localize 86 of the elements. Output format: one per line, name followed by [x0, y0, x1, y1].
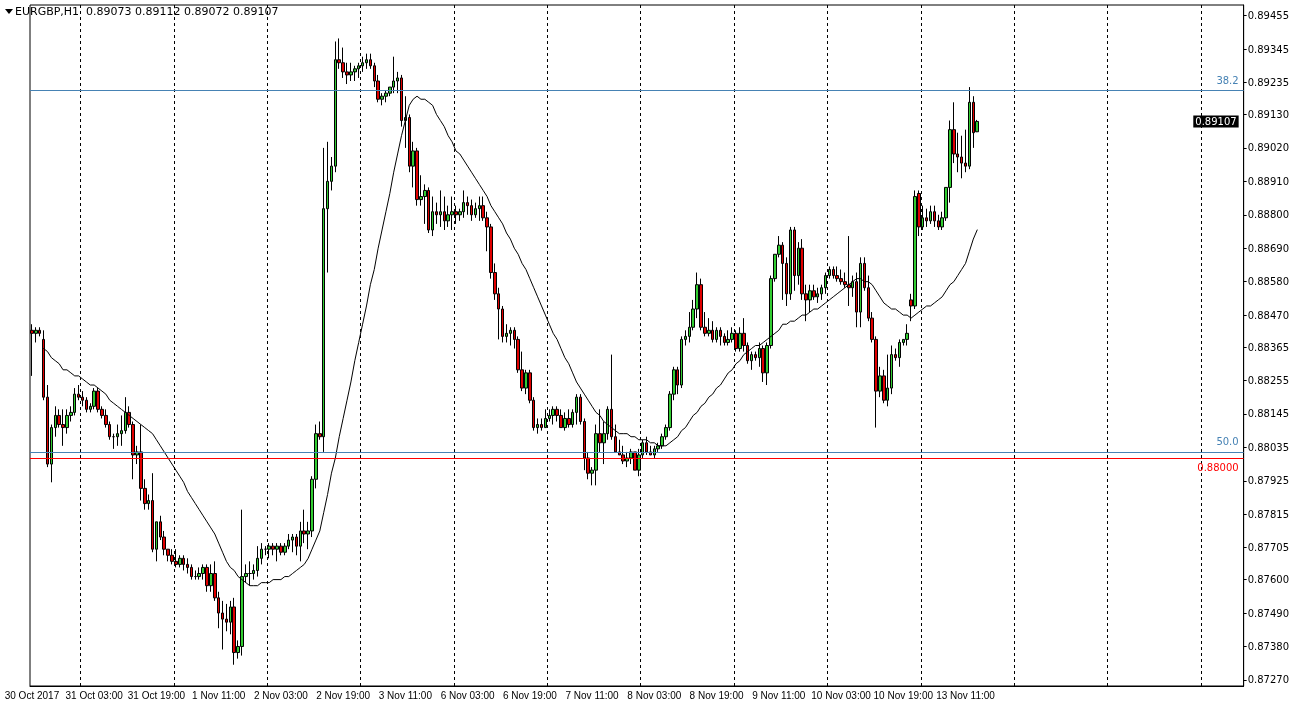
y-tick-label: 0.89345	[1247, 43, 1290, 55]
candlestick	[427, 186, 430, 234]
y-tick-label: 0.89130	[1247, 108, 1290, 120]
x-tick-label: 13 Nov 11:00	[936, 689, 996, 701]
candlestick	[968, 86, 971, 170]
y-tick-label: 0.87705	[1247, 542, 1290, 554]
candlestick	[832, 265, 835, 280]
candlestick	[256, 545, 259, 578]
candlestick	[645, 436, 648, 456]
candlestick	[726, 329, 730, 346]
candlestick	[509, 326, 512, 346]
y-tick-label: 0.88255	[1247, 374, 1290, 386]
candlestick	[61, 408, 65, 447]
y-tick-label: 0.87270	[1247, 674, 1290, 686]
y-tick-label: 0.88800	[1247, 209, 1290, 221]
chart-title: EURGBP,H1 0.89073 0.89112 0.89072 0.89107	[15, 5, 279, 18]
candlestick	[563, 411, 567, 432]
y-tick-label: 0.89235	[1247, 77, 1290, 89]
x-tick-label: 8 Nov 03:00	[627, 689, 682, 701]
x-tick-label: 6 Nov 19:00	[502, 689, 558, 701]
y-tick-label: 0.89020	[1247, 142, 1290, 154]
candlestick	[384, 89, 388, 103]
candlestick	[291, 533, 294, 553]
candlestick	[929, 205, 932, 225]
ref-line-label: 0.88000	[1197, 462, 1239, 474]
candlestick	[232, 597, 236, 666]
y-tick-label: 0.88580	[1247, 276, 1290, 288]
y-tick-label: 0.87925	[1247, 475, 1290, 487]
candlestick	[719, 326, 722, 346]
candlestick	[925, 208, 928, 228]
x-tick-label: 31 Oct 19:00	[127, 689, 186, 701]
x-tick-label: 10 Nov 19:00	[873, 689, 934, 701]
x-tick-label: 7 Nov 11:00	[565, 689, 620, 701]
candlestick	[365, 53, 368, 70]
candlestick	[761, 345, 765, 383]
y-tick-label: 0.88910	[1247, 175, 1290, 187]
y-tick-label: 0.87380	[1247, 640, 1290, 652]
candlestick	[439, 189, 442, 228]
candlestick	[559, 408, 563, 429]
candlestick	[353, 65, 357, 82]
x-tick-label: 30 Oct 2017	[4, 689, 60, 701]
annotation: 38.2	[1216, 74, 1239, 86]
y-tick-label: 0.88035	[1247, 441, 1290, 453]
x-tick-label: 3 Nov 11:00	[378, 689, 433, 701]
y-tick-label: 0.87600	[1247, 574, 1290, 586]
candlestick	[392, 56, 395, 94]
candlestick	[905, 323, 909, 346]
y-tick-label: 0.89455	[1247, 10, 1290, 22]
candlestick	[839, 269, 843, 286]
candlestick	[478, 196, 481, 222]
candlestick	[898, 338, 901, 368]
x-tick-label: 10 Nov 03:00	[811, 689, 872, 701]
y-tick-label: 0.88470	[1247, 309, 1290, 321]
candlestick	[462, 189, 465, 219]
candlestick	[653, 445, 656, 459]
candlestick	[859, 256, 862, 328]
x-tick-label: 1 Nov 11:00	[192, 689, 246, 701]
candlestick	[711, 320, 714, 343]
x-tick-label: 2 Nov 03:00	[253, 689, 309, 701]
y-tick-label: 0.87815	[1247, 508, 1290, 520]
candlestick	[551, 405, 555, 426]
candlestick	[450, 196, 454, 231]
candlestick	[847, 235, 851, 307]
x-tick-label: 9 Nov 11:00	[752, 689, 806, 701]
x-tick-label: 6 Nov 03:00	[440, 689, 496, 701]
candlestick	[567, 408, 571, 429]
candlestick	[349, 62, 353, 82]
candlestick	[275, 542, 279, 562]
y-tick-label: 0.88690	[1247, 242, 1290, 254]
x-tick-label: 31 Oct 03:00	[65, 689, 124, 701]
candlestick	[92, 387, 96, 410]
candlestick	[182, 554, 185, 571]
candlestick	[933, 205, 936, 228]
candlestick	[575, 393, 578, 426]
candlestick	[835, 265, 839, 283]
candlestick	[470, 199, 473, 222]
x-tick-label: 8 Nov 19:00	[689, 689, 744, 701]
y-tick-label: 0.88365	[1247, 341, 1290, 353]
y-tick-label: 0.87490	[1247, 607, 1290, 619]
text: 0.89107	[1195, 115, 1237, 127]
candlestick	[205, 563, 209, 593]
annotation: 50.0	[1216, 436, 1239, 448]
y-tick-label: 0.88145	[1247, 408, 1290, 420]
candlestick	[816, 287, 819, 304]
x-tick-label: 2 Nov 19:00	[316, 689, 371, 701]
candlestick	[197, 566, 201, 581]
